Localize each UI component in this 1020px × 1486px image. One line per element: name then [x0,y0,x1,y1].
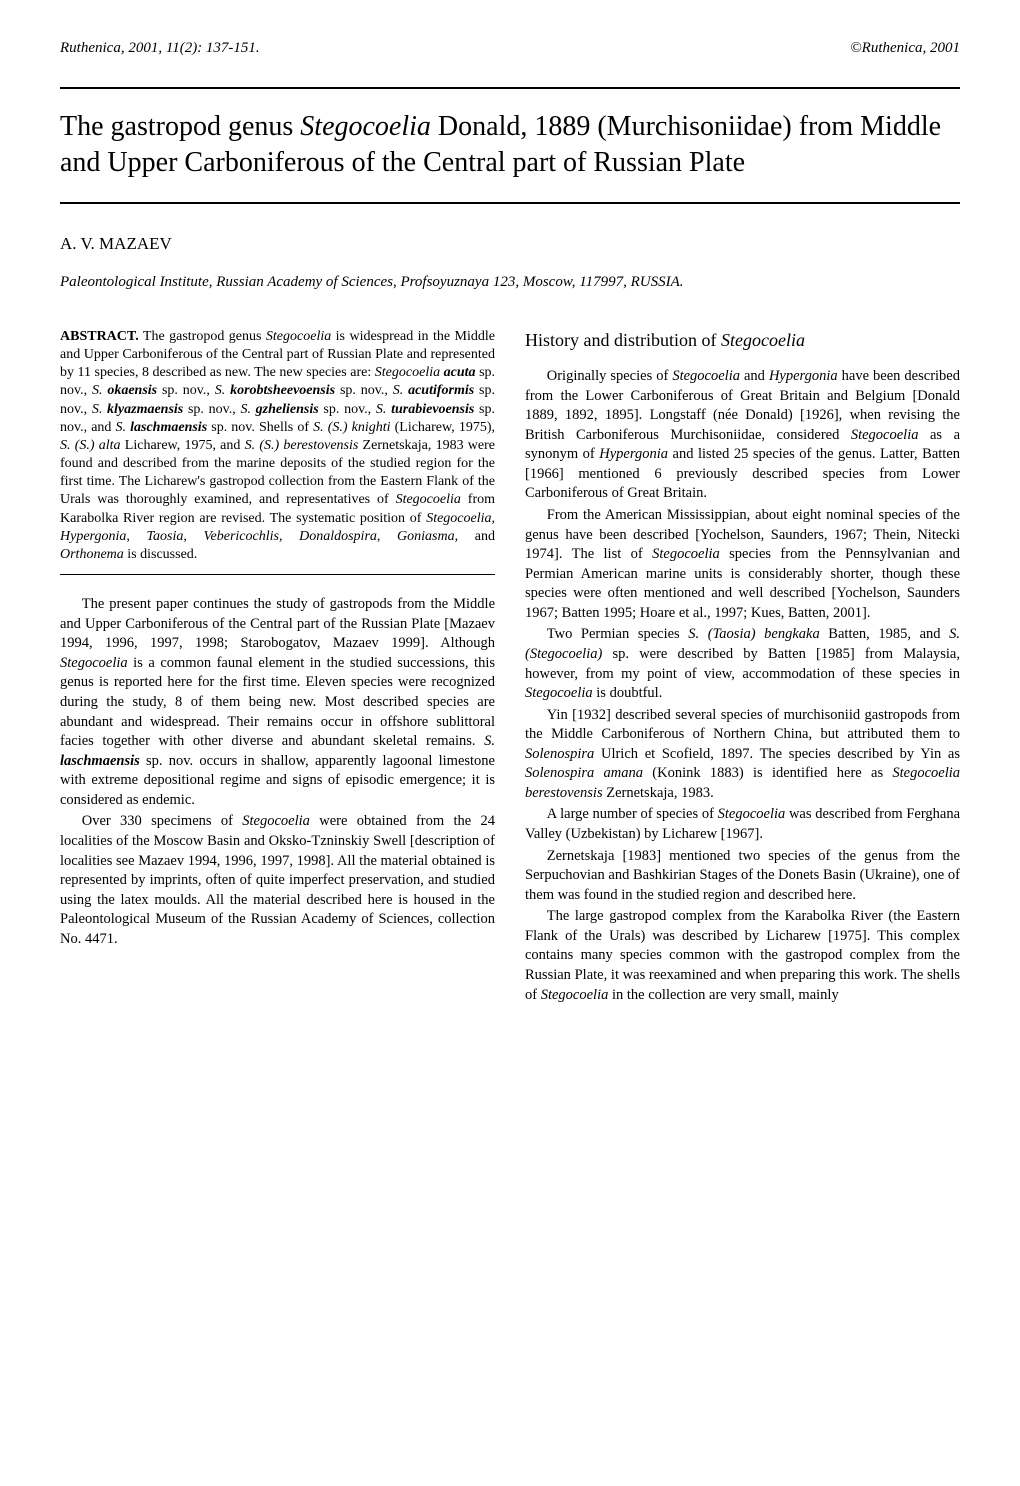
author-affiliation: Paleontological Institute, Russian Acade… [60,272,960,293]
title-genus: Stegocoelia [300,111,431,142]
history-paragraph-4: Yin [1932] described several species of … [525,706,960,804]
two-column-body: ABSTRACT. The gastropod genus Stegocoeli… [60,328,960,1007]
rule-top [60,87,960,89]
history-paragraph-3: Two Permian species S. (Taosia) bengkaka… [525,625,960,703]
history-paragraph-2: From the American Mississippian, about e… [525,506,960,623]
section-heading: History and distribution of Stegocoelia [525,328,960,352]
heading-genus: Stegocoelia [721,330,805,350]
article-title: The gastropod genus Stegocoelia Donald, … [60,109,960,182]
copyright: ©Ruthenica, 2001 [850,40,960,57]
left-column: ABSTRACT. The gastropod genus Stegocoeli… [60,328,495,1007]
running-header: Ruthenica, 2001, 11(2): 137-151. ©Ruthen… [60,40,960,57]
abstract-paragraph: ABSTRACT. The gastropod genus Stegocoeli… [60,328,495,564]
body-paragraph-2: Over 330 specimens of Stegocoelia were o… [60,812,495,949]
abstract-rule [60,574,495,575]
abstract-block: ABSTRACT. The gastropod genus Stegocoeli… [60,328,495,564]
title-pre: The gastropod genus [60,111,300,142]
heading-pre: History and distribution of [525,330,721,350]
abstract-label: ABSTRACT. [60,329,139,344]
rule-under-title [60,202,960,204]
author-name: A. V. MAZAEV [60,234,960,254]
history-paragraph-6: Zernetskaja [1983] mentioned two species… [525,847,960,906]
history-paragraph-7: The large gastropod complex from the Kar… [525,907,960,1005]
body-paragraph-1: The present paper continues the study of… [60,595,495,810]
right-column: History and distribution of Stegocoelia … [525,328,960,1007]
journal-citation: Ruthenica, 2001, 11(2): 137-151. [60,40,260,57]
history-paragraph-1: Originally species of Stegocoelia and Hy… [525,367,960,504]
history-paragraph-5: A large number of species of Stegocoelia… [525,805,960,844]
